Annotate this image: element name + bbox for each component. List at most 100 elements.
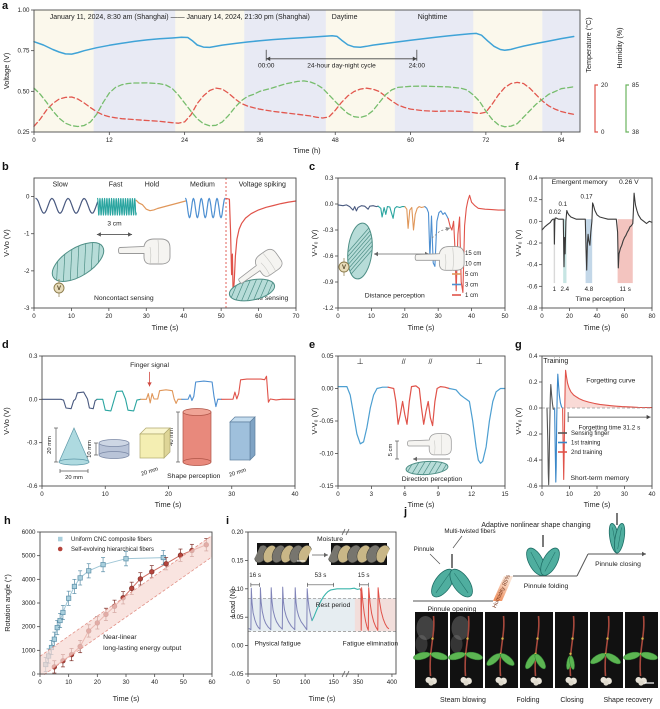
plant-photo: [413, 612, 448, 688]
svg-text:36: 36: [256, 137, 263, 144]
plant-photo: [623, 612, 658, 688]
cylinder-shape: [182, 408, 212, 466]
shape-cube-sig: [140, 389, 183, 404]
svg-text:0.26 V: 0.26 V: [619, 179, 639, 186]
slow-wave: [35, 197, 99, 214]
svg-text:0.0: 0.0: [529, 405, 538, 412]
svg-text:-1.2: -1.2: [323, 305, 334, 312]
panel-f: Emergent memory 0.26 V 0.020.1 0.17 1 2.4 4.8 1…: [514, 175, 656, 332]
svg-text:0.25: 0.25: [17, 129, 30, 136]
svg-text:0: 0: [32, 671, 36, 678]
parallel-dips: [387, 385, 450, 427]
svg-text:-0.2: -0.2: [527, 431, 538, 438]
panel-label-b: b: [2, 161, 9, 173]
svg-text:Time (h): Time (h): [293, 146, 320, 155]
svg-text:V-Vo (V): V-Vo (V): [2, 407, 11, 435]
fiber-icon: [405, 460, 449, 476]
panel-label-e: e: [309, 339, 316, 351]
cylinder-shape: [98, 439, 130, 459]
legend: Sensing finger 1st training 2nd training: [558, 431, 609, 456]
svg-text:0.10: 0.10: [231, 586, 244, 593]
svg-text:20 mm: 20 mm: [65, 475, 83, 481]
svg-text:V-V₀ (V): V-V₀ (V): [310, 408, 319, 435]
svg-text:Pinnule opening: Pinnule opening: [428, 606, 477, 613]
svg-text:Finger signal: Finger signal: [130, 362, 169, 369]
svg-text:0: 0: [336, 491, 340, 498]
svg-text:60: 60: [407, 137, 414, 144]
panel-label-h: h: [4, 515, 11, 527]
svg-text:0.0: 0.0: [529, 218, 538, 225]
hand-icon: [238, 248, 283, 284]
svg-text:V-V₀ (V): V-V₀ (V): [514, 408, 523, 435]
svg-text:5 cm: 5 cm: [465, 272, 478, 278]
svg-text:85: 85: [632, 82, 639, 89]
svg-text:3: 3: [370, 491, 374, 498]
cnc-points: [43, 550, 166, 672]
pinnule-icon: [608, 513, 626, 554]
svg-text:Temperature (°C): Temperature (°C): [584, 17, 593, 72]
svg-text:Training: Training: [543, 358, 568, 365]
svg-text:0.05: 0.05: [231, 614, 244, 621]
svg-text:Time (s): Time (s): [408, 500, 435, 509]
svg-text:0: 0: [601, 129, 605, 136]
svg-text:Self-evolving hierarchical fib: Self-evolving hierarchical fibers: [71, 547, 154, 553]
svg-text:Load (N): Load (N): [228, 589, 237, 618]
svg-text:Shape perception: Shape perception: [167, 473, 221, 480]
svg-text:0.75: 0.75: [17, 48, 30, 55]
svg-text:-0.3: -0.3: [27, 440, 38, 447]
shape-tallcyl-sig: [181, 380, 223, 408]
svg-text:Time (s): Time (s): [309, 694, 336, 703]
svg-text:2nd training: 2nd training: [571, 450, 602, 456]
svg-text:10: 10: [65, 679, 72, 686]
cube-shape: [139, 427, 171, 459]
svg-text:30: 30: [228, 491, 235, 498]
svg-text:Humidity (%): Humidity (%): [615, 27, 624, 68]
svg-text:20: 20: [401, 313, 408, 320]
panel-e: ⊥ // // ⊥ 5 cm Direction perception 0 3 6 9 12 15 0.…: [310, 353, 509, 509]
svg-text:0: 0: [32, 137, 36, 144]
shape-prism-sig: [221, 375, 296, 403]
svg-text:Adaptive nonlinear shape chang: Adaptive nonlinear shape changing: [481, 522, 590, 529]
svg-text:38: 38: [632, 129, 639, 136]
svg-text:-1: -1: [24, 231, 30, 238]
cube-shape: [229, 416, 256, 461]
svg-text:3 cm: 3 cm: [107, 221, 122, 228]
svg-text:Voltage spiking: Voltage spiking: [239, 182, 286, 189]
svg-text:0.17: 0.17: [581, 194, 594, 201]
svg-text:100: 100: [300, 679, 311, 686]
svg-text:Forgetting time 31.2 s: Forgetting time 31.2 s: [578, 424, 640, 431]
rest-plateau: [311, 587, 361, 622]
svg-text:Sensing finger: Sensing finger: [571, 431, 609, 437]
svg-text:Short-term memory: Short-term memory: [570, 475, 629, 482]
svg-text:Pinnule folding: Pinnule folding: [524, 583, 569, 590]
dist-1cm: [447, 194, 506, 293]
svg-text:30: 30: [143, 313, 150, 320]
svg-text:40: 40: [649, 491, 656, 498]
svg-text:20 mm: 20 mm: [140, 466, 159, 477]
voltmeter-icon: V: [53, 279, 65, 297]
fiber-photo: [327, 543, 391, 565]
svg-text:Tactile sensing: Tactile sensing: [244, 295, 289, 302]
svg-text:20 mm: 20 mm: [228, 467, 247, 478]
dist-5cm: [404, 206, 426, 231]
svg-text:40 mm: 40 mm: [169, 428, 175, 446]
sensing-finger: [546, 384, 555, 486]
svg-text:10: 10: [102, 491, 109, 498]
svg-text:-0.05: -0.05: [319, 418, 334, 425]
svg-text:V-V₀ (V): V-V₀ (V): [514, 230, 523, 257]
svg-text:⊥: ⊥: [357, 357, 364, 366]
dist-10cm: [377, 205, 406, 219]
plant-photo: [555, 612, 588, 688]
svg-text:-0.05: -0.05: [229, 671, 244, 678]
svg-text:-0.4: -0.4: [527, 262, 538, 269]
svg-text:15 cm: 15 cm: [465, 251, 481, 257]
svg-text:60: 60: [255, 313, 262, 320]
panel-h: Uniform CNC composite fibers Self-evolvin…: [3, 529, 216, 703]
svg-text:Voltage (V): Voltage (V): [2, 53, 11, 90]
svg-text:Forgetting curve: Forgetting curve: [586, 378, 635, 385]
svg-text:1.00: 1.00: [17, 7, 30, 14]
svg-text:20: 20: [601, 82, 608, 89]
shape-cyl-sig: [96, 390, 142, 412]
svg-text:0.4: 0.4: [529, 175, 538, 182]
